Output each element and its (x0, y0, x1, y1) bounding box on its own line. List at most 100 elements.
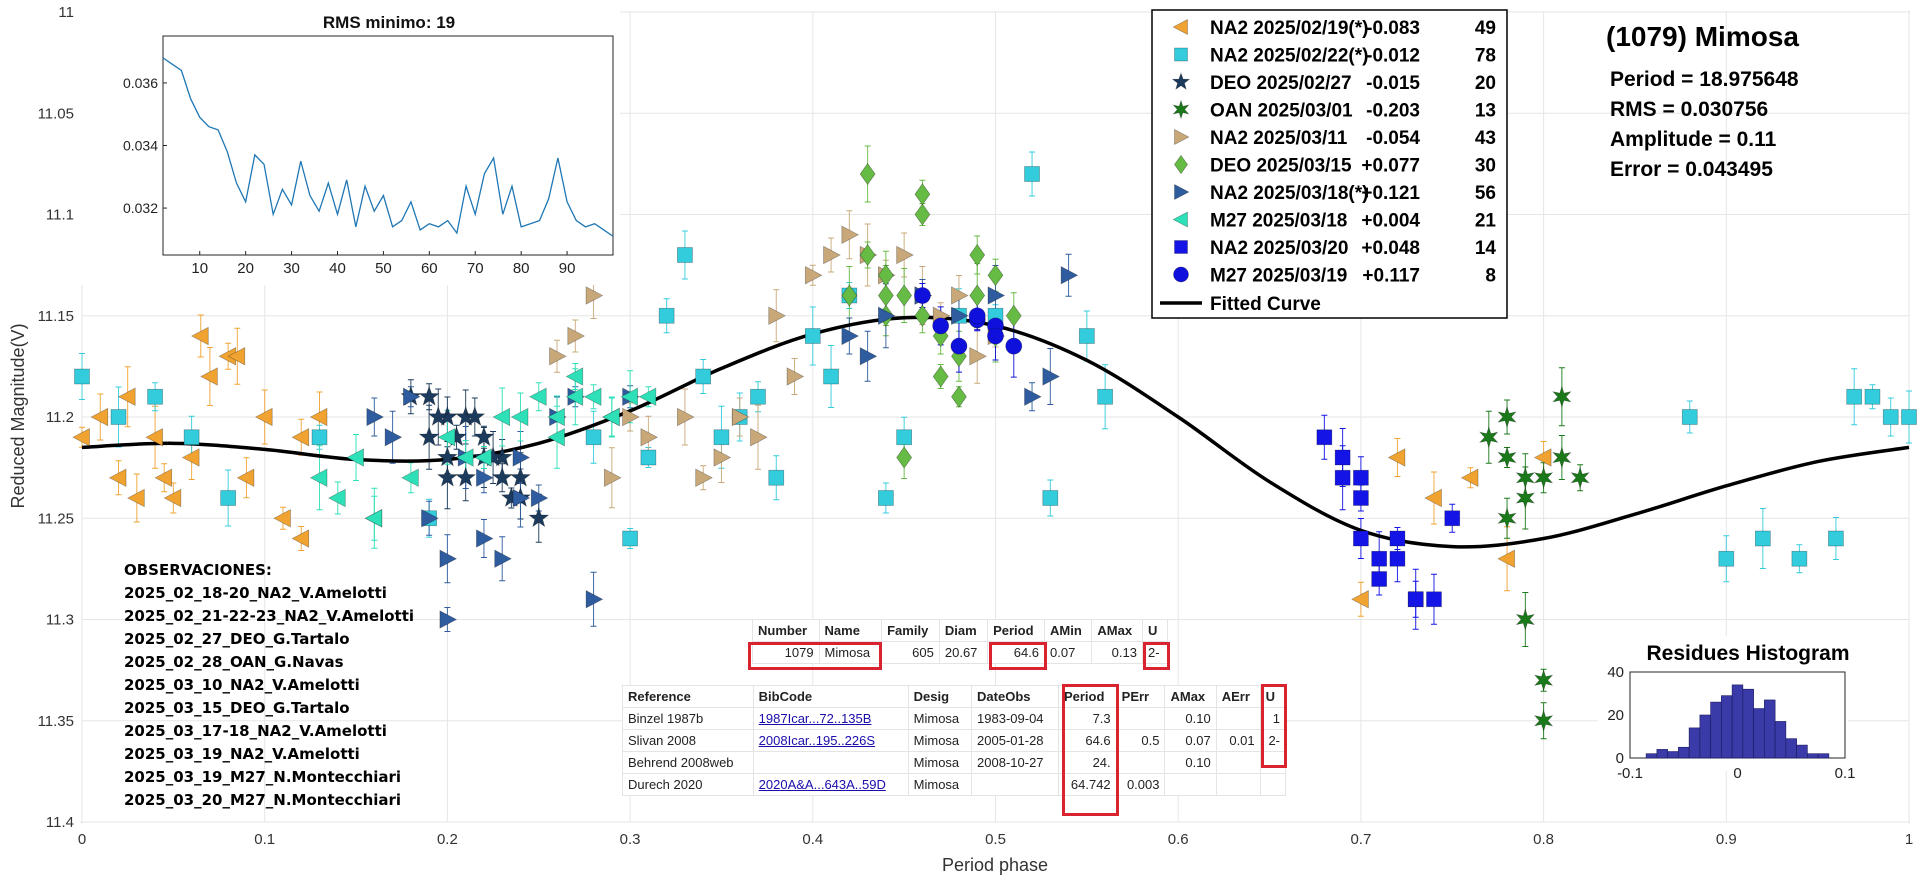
legend-count: 8 (1485, 266, 1496, 287)
data-point-na2 (273, 509, 291, 528)
data-point-na2 (1407, 591, 1424, 608)
data-point-na2 (731, 407, 750, 427)
data-point-na2 (695, 468, 713, 487)
data-point-deo (841, 284, 858, 307)
ref-bibcode (752, 751, 909, 774)
data-point-m27 (565, 387, 584, 406)
ref-col-bibcode: BibCode (752, 685, 909, 708)
observations-list: OBSERVACIONES: 2025_02_18-20_NA2_V.Amelo… (124, 561, 414, 809)
asteroid-period: 64.6 (987, 641, 1046, 664)
data-point-na2 (1353, 530, 1369, 547)
data-point-na2 (1424, 488, 1442, 508)
hist-y-tick: 40 (1607, 664, 1624, 681)
asteroid-col-number: Number (752, 619, 820, 642)
data-point-na2 (220, 490, 237, 506)
data-point-na2 (841, 225, 860, 244)
data-point-deo (951, 385, 967, 408)
data-point-na2 (622, 407, 640, 427)
ref-bibcode-link[interactable]: 1987Icar...72..135B (758, 711, 872, 726)
data-point-m27 (620, 387, 638, 406)
data-point-na2 (1426, 591, 1442, 608)
data-point-m27 (638, 387, 657, 406)
rms-curve (162, 57, 614, 237)
data-point-m27 (346, 448, 364, 467)
data-point-oan (1570, 466, 1590, 490)
observation-line: 2025_02_28_OAN_G.Navas (124, 653, 344, 671)
ref-u: 1 (1259, 707, 1287, 730)
data-point-deo (509, 466, 532, 487)
data-point-m27 (437, 428, 456, 447)
data-point-na2 (1901, 409, 1917, 425)
ref-amax: 0.10 (1164, 707, 1217, 730)
data-point-deo (436, 466, 459, 487)
data-point-na2 (1754, 530, 1771, 547)
reference-table: Reference BibCode Desig DateObs Period P… (622, 685, 1287, 796)
asteroid-col-name: Name (818, 619, 883, 642)
amplitude-value: Amplitude = 0.11 (1610, 128, 1777, 151)
data-point-na2 (403, 387, 421, 406)
legend-offset: -0.203 (1366, 101, 1420, 122)
data-point-oan (1497, 405, 1517, 429)
data-point-m27 (528, 387, 547, 406)
data-point-na2 (677, 247, 693, 263)
legend-count: 30 (1475, 156, 1496, 177)
data-point-na2 (750, 388, 766, 405)
legend-offset: +0.077 (1361, 156, 1420, 177)
data-point-na2 (1681, 409, 1698, 425)
legend-offset: +0.004 (1361, 211, 1420, 232)
data-point-na2 (677, 407, 695, 427)
rms-x-tick: 60 (421, 260, 438, 277)
data-point-deo (877, 284, 894, 307)
rms-x-tick: 70 (467, 260, 484, 277)
rms-x-tick: 90 (559, 260, 576, 277)
ref-reference: Durech 2020 (622, 773, 754, 796)
data-point-m27 (583, 387, 602, 406)
data-point-m27 (987, 327, 1004, 345)
data-point-na2 (476, 529, 494, 548)
data-point-na2 (236, 468, 255, 487)
table-row: Behrend 2008web Mimosa 2008-10-27 24. 0.… (622, 751, 1287, 774)
ref-dateobs (971, 773, 1059, 796)
legend-count: 13 (1475, 101, 1496, 122)
ref-col-aerr: AErr (1215, 685, 1261, 708)
histogram-bar (1678, 746, 1690, 759)
ref-bibcode-link[interactable]: 2020A&A...643A..59D (758, 777, 886, 792)
data-point-na2 (549, 347, 567, 366)
legend-marker (1174, 240, 1188, 254)
legend-marker (1174, 47, 1188, 62)
data-point-na2 (585, 590, 604, 609)
data-point-na2 (1060, 266, 1079, 285)
legend-label: OAN 2025/03/01 (1210, 101, 1353, 122)
data-point-na2 (227, 347, 246, 366)
legend-count: 20 (1475, 73, 1496, 94)
histogram-bar (1721, 695, 1733, 759)
ref-period: 24. (1057, 751, 1117, 774)
x-tick-label: 0.6 (1168, 831, 1189, 848)
ref-col-amax: AMax (1164, 685, 1217, 708)
data-point-na2 (804, 266, 823, 285)
data-point-na2 (154, 468, 173, 487)
data-point-na2 (366, 407, 385, 427)
x-tick-label: 0.3 (620, 831, 641, 848)
ref-aerr (1215, 707, 1261, 730)
ref-bibcode-link[interactable]: 2008Icar..195..226S (758, 733, 876, 748)
ref-amax: 0.10 (1164, 751, 1217, 774)
ref-desig: Mimosa (907, 751, 973, 774)
y-tick-label: 11 (58, 4, 74, 21)
data-point-na2 (476, 468, 494, 487)
legend-offset: +0.048 (1361, 238, 1420, 259)
data-point-na2 (254, 407, 273, 427)
ref-aerr (1215, 751, 1261, 774)
data-point-m27 (474, 448, 492, 467)
data-point-na2 (567, 326, 586, 346)
data-point-na2 (1316, 429, 1333, 446)
asteroid-col-diam: Diam (938, 619, 989, 642)
y-tick-label: 11.2 (46, 409, 74, 426)
histogram-bar (1710, 701, 1722, 759)
x-tick-label: 1 (1905, 831, 1913, 848)
data-point-oan (1533, 466, 1554, 490)
data-point-na2 (1353, 469, 1369, 486)
data-point-na2 (1791, 550, 1808, 567)
table-row: Slivan 2008 2008Icar..195..226S Mimosa 2… (622, 729, 1287, 752)
asteroid-table: Number Name Family Diam Period AMin AMax… (752, 619, 1169, 664)
